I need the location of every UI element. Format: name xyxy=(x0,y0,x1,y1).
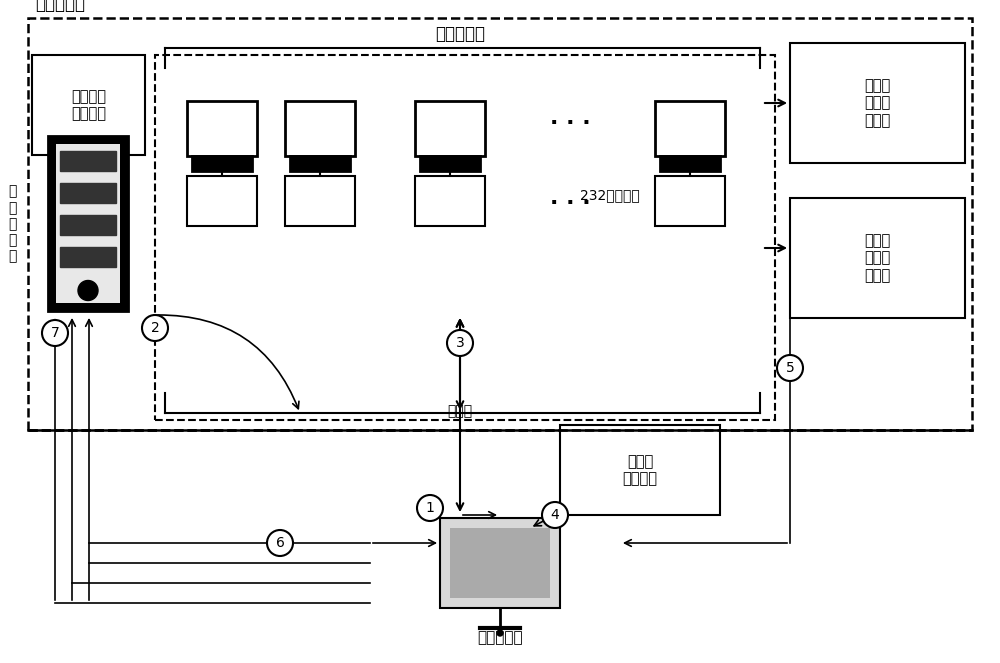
Circle shape xyxy=(267,530,293,556)
Bar xyxy=(440,518,560,608)
Bar xyxy=(285,176,355,225)
Bar xyxy=(790,198,965,318)
Bar xyxy=(28,18,972,430)
Circle shape xyxy=(497,630,503,636)
Bar xyxy=(292,107,348,149)
Text: · · ·: · · · xyxy=(550,193,590,213)
Circle shape xyxy=(707,158,717,168)
Bar xyxy=(420,156,480,170)
Bar xyxy=(662,107,718,149)
Circle shape xyxy=(142,315,168,341)
Text: 实验箱
硬件管
理电路: 实验箱 硬件管 理电路 xyxy=(864,233,891,283)
Bar xyxy=(660,156,720,170)
Text: 3: 3 xyxy=(456,336,464,350)
Bar xyxy=(60,151,116,170)
Bar xyxy=(192,156,252,170)
Text: 1: 1 xyxy=(426,501,434,515)
Bar xyxy=(285,101,355,156)
Text: 232串口通信: 232串口通信 xyxy=(580,188,640,202)
Text: 7: 7 xyxy=(51,326,59,340)
Circle shape xyxy=(467,158,477,168)
Text: 4: 4 xyxy=(551,508,559,522)
Text: 实验计算机: 实验计算机 xyxy=(435,25,485,43)
Circle shape xyxy=(542,502,568,528)
Bar xyxy=(32,55,145,155)
Circle shape xyxy=(337,158,347,168)
Bar xyxy=(194,107,250,149)
Circle shape xyxy=(777,355,803,381)
Bar xyxy=(187,101,257,156)
Text: 试验箱: 试验箱 xyxy=(447,404,473,418)
Circle shape xyxy=(78,280,98,300)
Bar xyxy=(415,101,485,156)
Text: · · ·: · · · xyxy=(550,113,590,133)
Text: 2: 2 xyxy=(151,321,159,335)
Bar xyxy=(655,101,725,156)
Text: 管
理
服
务
器: 管 理 服 务 器 xyxy=(8,184,16,263)
Bar xyxy=(422,107,478,149)
Text: 服务器端
管理程序: 服务器端 管理程序 xyxy=(71,89,106,121)
Bar xyxy=(60,182,116,202)
Bar xyxy=(187,176,257,225)
Text: 6: 6 xyxy=(276,536,284,550)
Bar xyxy=(60,215,116,235)
Circle shape xyxy=(239,158,249,168)
Bar xyxy=(56,143,120,302)
Text: 远程实验室: 远程实验室 xyxy=(35,0,85,13)
Bar xyxy=(290,156,350,170)
Bar xyxy=(60,247,116,267)
Text: 用户计算机: 用户计算机 xyxy=(477,631,523,646)
Bar xyxy=(450,528,550,598)
Text: 实验计
算机管
理程序: 实验计 算机管 理程序 xyxy=(864,78,891,128)
Bar xyxy=(48,135,128,310)
Bar xyxy=(790,43,965,163)
Circle shape xyxy=(447,330,473,356)
Bar xyxy=(415,176,485,225)
Circle shape xyxy=(417,495,443,521)
Bar xyxy=(560,425,720,515)
Bar xyxy=(655,176,725,225)
Text: 客户端
连接程序: 客户端 连接程序 xyxy=(622,453,658,486)
Circle shape xyxy=(42,320,68,346)
Text: 5: 5 xyxy=(786,361,794,375)
Bar xyxy=(155,55,775,420)
